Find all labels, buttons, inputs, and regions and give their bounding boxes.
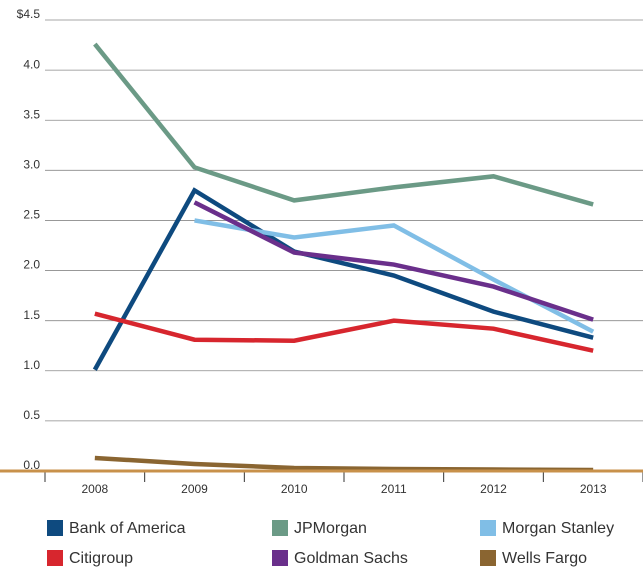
series-line — [94, 311, 594, 353]
legend-swatch — [47, 550, 63, 566]
x-tick-label: 2009 — [181, 482, 208, 496]
x-tick-label: 2012 — [480, 482, 507, 496]
y-tick-label: 4.0 — [23, 57, 40, 71]
series-line — [94, 455, 594, 473]
series-line — [92, 187, 594, 371]
legend-swatch — [480, 520, 496, 536]
legend-label: Citigroup — [69, 550, 133, 567]
y-tick-label: 2.0 — [23, 258, 40, 272]
y-tick-label: 1.0 — [23, 358, 40, 372]
legend-swatch — [272, 520, 288, 536]
legend-swatch — [272, 550, 288, 566]
x-tick-label: 2010 — [281, 482, 308, 496]
legend-label: Wells Fargo — [502, 550, 587, 567]
legend-label: Bank of America — [69, 520, 186, 537]
y-tick-label: 3.0 — [23, 158, 40, 172]
y-tick-label: $4.5 — [17, 7, 41, 21]
y-tick-label: 3.5 — [23, 107, 40, 121]
x-tick-label: 2008 — [81, 482, 108, 496]
y-tick-label: 0.5 — [23, 408, 40, 422]
x-tick-label: 2013 — [580, 482, 607, 496]
legend-swatch — [47, 520, 63, 536]
legend-swatch — [480, 550, 496, 566]
series-line — [193, 200, 594, 322]
legend-label: Goldman Sachs — [294, 550, 408, 567]
y-tick-label: 2.5 — [23, 208, 40, 222]
legend-label: Morgan Stanley — [502, 520, 614, 537]
y-tick-label: 0.0 — [23, 458, 40, 472]
y-tick-label: 1.5 — [23, 308, 40, 322]
legend-label: JPMorgan — [294, 520, 367, 537]
x-tick-label: 2011 — [381, 482, 407, 496]
series-line — [93, 42, 594, 207]
